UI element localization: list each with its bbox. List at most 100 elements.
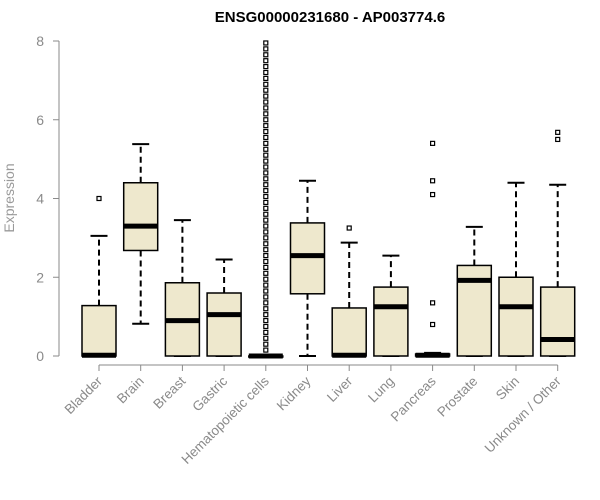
outlier-point: [263, 81, 269, 87]
outlier-point: [263, 347, 269, 353]
outlier-point: [263, 158, 269, 164]
box-group: [206, 258, 242, 357]
outlier-point: [263, 152, 269, 158]
box-group: [248, 40, 284, 359]
box-body: [331, 307, 367, 357]
outlier-point: [263, 229, 269, 235]
outlier-point: [263, 117, 269, 123]
box-group: [331, 225, 367, 358]
box-body: [539, 286, 576, 357]
outlier-point: [263, 323, 269, 330]
outlier-point: [263, 46, 269, 52]
outlier-point: [263, 75, 269, 82]
outlier-point: [263, 134, 269, 141]
outlier-point: [263, 270, 269, 276]
y-axis-label: Expression: [1, 163, 17, 232]
x-tick-label: Kidney: [274, 373, 314, 413]
outlier-point: [263, 93, 269, 99]
outlier-point: [555, 136, 561, 143]
outlier-point: [430, 321, 436, 328]
outlier-point: [263, 335, 269, 341]
box-group: [539, 129, 576, 357]
outlier-point: [263, 170, 269, 176]
outlier-point: [263, 312, 269, 318]
outlier-point: [263, 193, 269, 200]
y-tick-label: 6: [36, 112, 44, 128]
outlier-point: [263, 146, 269, 152]
y-axis: 0 2 4 6 8: [36, 33, 60, 364]
box-group: [122, 143, 159, 325]
outlier-point: [263, 252, 269, 259]
outlier-point: [263, 300, 269, 306]
x-tick-label: Liver: [324, 373, 356, 405]
outlier-point: [263, 199, 269, 206]
x-tick-label: Gastric: [189, 373, 230, 414]
outlier-point: [263, 288, 269, 294]
y-tick-label: 4: [36, 191, 44, 207]
outlier-point: [263, 276, 269, 282]
outlier-point: [96, 195, 102, 202]
outlier-point: [263, 176, 269, 182]
box-body: [122, 182, 159, 252]
outlier-point: [430, 140, 436, 146]
outlier-point: [263, 258, 269, 265]
x-tick-label: Bladder: [62, 373, 106, 417]
outlier-point: [263, 329, 269, 335]
x-tick-label: Prostate: [434, 374, 480, 420]
y-tick-label: 2: [36, 269, 44, 285]
outlier-point: [263, 341, 269, 347]
outlier-point: [263, 140, 269, 146]
outlier-point: [263, 105, 269, 111]
outlier-point: [555, 129, 561, 135]
box-group: [289, 179, 326, 357]
outlier-point: [430, 300, 436, 306]
outlier-point: [263, 317, 269, 324]
box-group: [164, 219, 201, 357]
y-tick-label: 8: [36, 33, 44, 49]
x-tick-label: Breast: [150, 373, 188, 411]
box-body: [81, 304, 117, 357]
outlier-point: [263, 123, 269, 129]
outlier-point: [263, 40, 269, 46]
outlier-point: [430, 191, 436, 198]
chart-title: ENSG00000231680 - AP003774.6: [215, 9, 445, 26]
boxes-layer: [81, 40, 576, 359]
x-tick-label: Pancreas: [388, 373, 439, 424]
outlier-point: [263, 282, 269, 288]
box-body: [498, 276, 534, 357]
outlier-point: [263, 211, 269, 217]
outlier-point: [263, 87, 269, 93]
box-group: [373, 254, 409, 357]
box-group: [81, 195, 117, 358]
box-body: [289, 222, 326, 295]
x-tick-label: Lung: [365, 374, 397, 406]
box-group: [456, 225, 493, 357]
outlier-point: [263, 52, 269, 58]
outlier-point: [263, 99, 269, 105]
outlier-point: [263, 223, 269, 229]
x-tick-label: Brain: [114, 374, 147, 407]
box-body: [373, 286, 409, 357]
outlier-point: [263, 164, 269, 170]
outlier-point: [430, 178, 436, 184]
outlier-point: [263, 182, 269, 188]
outlier-point: [263, 217, 269, 223]
box-group: [414, 140, 451, 358]
outlier-point: [263, 111, 269, 117]
outlier-point: [263, 294, 269, 300]
outlier-point: [263, 188, 269, 194]
outlier-point: [346, 225, 352, 231]
outlier-point: [263, 63, 269, 70]
outlier-point: [263, 247, 269, 253]
x-tick-label: Unknown / Other: [482, 373, 565, 456]
outlier-point: [263, 306, 269, 312]
outlier-point: [263, 128, 269, 135]
outlier-point: [263, 235, 269, 241]
outlier-point: [263, 205, 269, 211]
box-body: [206, 292, 242, 357]
outlier-point: [263, 58, 269, 64]
box-group: [498, 181, 534, 357]
outlier-point: [263, 264, 269, 271]
